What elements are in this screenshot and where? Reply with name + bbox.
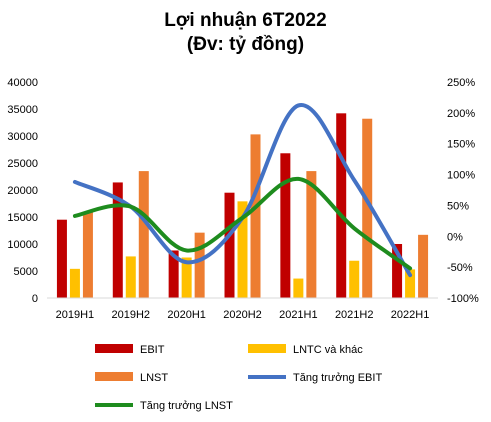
legend-swatch bbox=[95, 372, 133, 381]
y-left-tick-label: 5000 bbox=[14, 266, 38, 278]
y-left-tick-label: 25000 bbox=[7, 158, 38, 170]
bar-lnst bbox=[194, 232, 205, 298]
x-tick-label: 2019H2 bbox=[112, 309, 151, 321]
y-right-tick-label: 50% bbox=[447, 200, 469, 212]
chart-title: Lợi nhuận 6T2022 bbox=[164, 10, 327, 31]
y-left-tick-label: 10000 bbox=[7, 239, 38, 251]
legend-swatch bbox=[248, 344, 286, 353]
y-left-tick-label: 0 bbox=[32, 293, 38, 305]
line-tang-truong-lnst bbox=[72, 176, 413, 271]
x-tick-label: 2019H1 bbox=[56, 309, 95, 321]
bar-lnst bbox=[138, 171, 149, 298]
bar-ebit bbox=[336, 113, 347, 298]
bar-lnst bbox=[362, 118, 373, 298]
bar-lntc-v-kh-c bbox=[125, 256, 136, 298]
bar-ebit bbox=[56, 219, 67, 298]
bar-lntc-v-kh-c bbox=[181, 257, 192, 298]
bar-ebit bbox=[112, 182, 123, 298]
x-tick-label: 2021H1 bbox=[279, 309, 318, 321]
y-left-tick-label: 40000 bbox=[7, 77, 38, 89]
x-tick-label: 2020H2 bbox=[223, 309, 262, 321]
bar-lnst bbox=[250, 134, 261, 298]
bar-lnst bbox=[306, 171, 317, 298]
legend-label: LNST bbox=[140, 372, 168, 384]
legend-label: EBIT bbox=[140, 344, 165, 356]
x-tick-label: 2020H1 bbox=[167, 309, 206, 321]
y-left-tick-label: 30000 bbox=[7, 131, 38, 143]
y-right-tick-label: 250% bbox=[447, 77, 475, 89]
legend-label: Tăng trưởng LNST bbox=[140, 400, 233, 412]
bar-lntc-v-kh-c bbox=[349, 260, 360, 298]
bar-ebit bbox=[168, 250, 179, 298]
y-right-tick-label: 100% bbox=[447, 170, 475, 182]
bar-lntc-v-kh-c bbox=[237, 201, 248, 298]
bar-lntc-v-kh-c bbox=[293, 278, 304, 298]
bar-ebit bbox=[280, 153, 291, 298]
line-tang-truong-ebit bbox=[72, 103, 413, 278]
y-right-tick-label: 200% bbox=[447, 108, 475, 120]
bar-ebit bbox=[224, 192, 235, 298]
y-right-tick-label: -50% bbox=[447, 262, 473, 274]
y-right-tick-label: 150% bbox=[447, 139, 475, 151]
bar-lntc-v-kh-c bbox=[405, 269, 416, 298]
bar-ebit bbox=[392, 244, 403, 298]
chart-subtitle: (Đv: tỷ đồng) bbox=[186, 34, 305, 55]
legend-label: Tăng trưởng EBIT bbox=[293, 372, 382, 384]
x-tick-label: 2022H1 bbox=[391, 309, 430, 321]
legend-label: LNTC và khác bbox=[293, 344, 363, 356]
bar-lnst bbox=[82, 211, 93, 298]
y-left-tick-label: 35000 bbox=[7, 104, 38, 116]
x-tick-label: 2021H2 bbox=[335, 309, 374, 321]
y-left-tick-label: 20000 bbox=[7, 185, 38, 197]
y-right-tick-label: 0% bbox=[447, 231, 463, 243]
y-left-tick-label: 15000 bbox=[7, 212, 38, 224]
bar-lntc-v-kh-c bbox=[69, 268, 80, 298]
bar-lnst bbox=[418, 234, 429, 298]
legend-swatch bbox=[95, 344, 133, 353]
y-right-tick-label: -100% bbox=[447, 293, 479, 305]
